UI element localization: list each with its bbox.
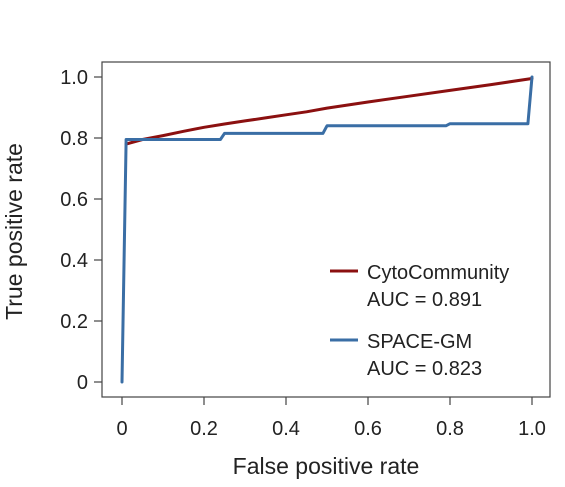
x-tick-label: 0.4 [272,418,300,440]
series-layer [120,75,534,384]
x-tick-label: 0 [116,418,127,440]
x-axis-ticks: 0 0.2 0.4 0.6 0.8 1.0 [116,397,546,440]
y-axis-ticks: 0 0.2 0.4 0.6 0.8 1.0 [60,67,102,394]
series-line-space-gm [120,75,534,384]
y-tick-label: 0.4 [60,250,88,272]
x-tick-label: 1.0 [518,418,546,440]
y-tick-label: 0.6 [60,189,88,211]
series-line-cytocommunity [124,77,534,146]
y-tick-label: 1.0 [60,67,88,89]
x-tick-label: 0.8 [436,418,464,440]
y-tick-label: 0.2 [60,311,88,333]
y-tick-label: 0 [77,372,88,394]
y-axis-title: True positive rate [1,143,27,320]
x-axis-title: False positive rate [233,453,420,479]
x-tick-label: 0.6 [354,418,382,440]
legend: CytoCommunity AUC = 0.891 SPACE-GM AUC = 0.… [330,262,509,380]
legend-label-space-gm: SPACE-GM [367,331,472,353]
plot-frame [101,61,551,398]
y-tick-label: 0.8 [60,128,88,150]
legend-auc-space-gm: AUC = 0.823 [367,358,482,380]
legend-auc-cytocommunity: AUC = 0.891 [367,289,482,311]
legend-label-cytocommunity: CytoCommunity [367,262,509,284]
x-tick-label: 0.2 [190,418,218,440]
